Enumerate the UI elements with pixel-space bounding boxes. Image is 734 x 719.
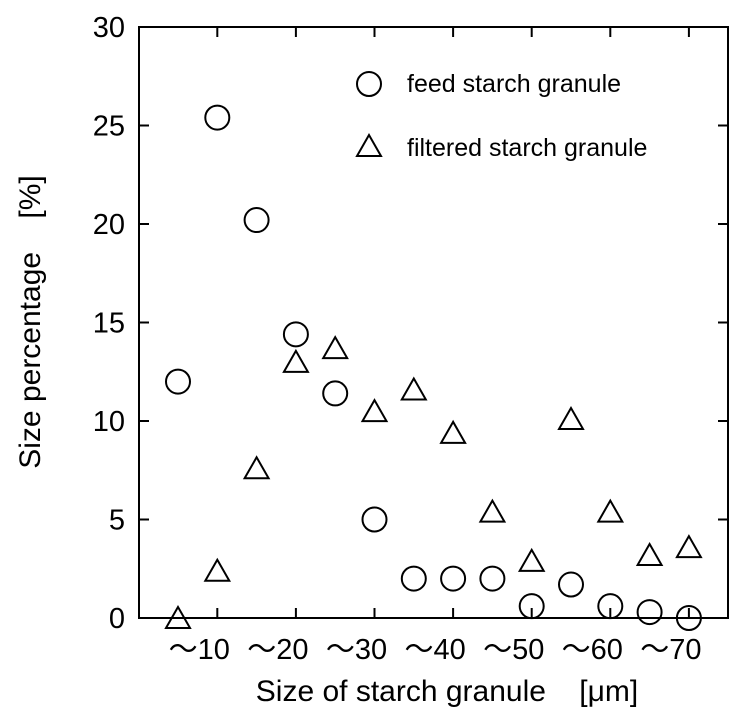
plot-frame — [138, 26, 729, 619]
x-tick-label: ～40 — [404, 634, 465, 666]
x-axis-ticks: ～10 ～20 ～30 ～40 ～50 ～60 ～70 — [169, 27, 702, 666]
filtered-point — [557, 406, 585, 431]
y-tick-label: 0 — [109, 603, 125, 635]
y-tick-label: 5 — [109, 505, 125, 537]
filtered-point — [321, 335, 349, 360]
y-tick-label: 25 — [93, 111, 125, 143]
feed-point — [282, 321, 309, 348]
filtered-point — [439, 419, 467, 444]
y-tick-label: 20 — [93, 209, 125, 241]
y-tick-label: 15 — [93, 308, 125, 340]
filtered-point — [203, 557, 232, 582]
filtered-point — [517, 547, 546, 572]
x-tick-label: ～70 — [640, 634, 701, 666]
feed-point — [322, 380, 349, 407]
x-tick-label: ～10 — [169, 634, 230, 666]
feed-point — [518, 593, 545, 620]
filtered-point — [164, 604, 192, 629]
feed-point — [675, 605, 702, 631]
feed-point — [636, 599, 663, 626]
legend: feed starch granule filtered starch gran… — [355, 70, 647, 162]
filtered-point — [360, 398, 389, 423]
x-tick-label: ～30 — [326, 634, 387, 666]
feed-point — [165, 368, 191, 395]
legend-label-feed: feed starch granule — [407, 70, 621, 98]
x-tick-label: ～60 — [562, 634, 623, 666]
feed-point — [597, 593, 624, 620]
y-tick-label: 10 — [93, 406, 125, 438]
y-axis-title: Size percentage [%] — [14, 175, 47, 469]
feed-point — [361, 506, 388, 533]
legend-triangle-marker — [355, 132, 383, 157]
feed-point — [400, 565, 427, 592]
y-tick-label: 30 — [93, 12, 125, 44]
filtered-point — [635, 541, 664, 566]
filtered-point — [596, 498, 625, 523]
feed-point — [479, 565, 506, 592]
filtered-point — [282, 348, 310, 373]
filtered-point — [675, 534, 703, 559]
feed-point — [243, 207, 270, 234]
x-axis-title: Size of starch granule [μm] — [256, 675, 638, 708]
y-axis-ticks: 0 5 10 15 20 25 30 — [93, 12, 728, 635]
feed-point — [440, 565, 467, 592]
filtered-point — [242, 455, 271, 480]
feed-point — [204, 104, 231, 131]
filtered-point — [400, 376, 428, 401]
filtered-point — [478, 498, 507, 523]
feed-point — [558, 571, 584, 598]
legend-circle-marker — [356, 71, 382, 97]
x-tick-label: ～50 — [483, 634, 544, 666]
data-points — [164, 104, 703, 631]
x-tick-label: ～20 — [247, 634, 308, 666]
legend-label-filtered: filtered starch granule — [407, 134, 647, 162]
